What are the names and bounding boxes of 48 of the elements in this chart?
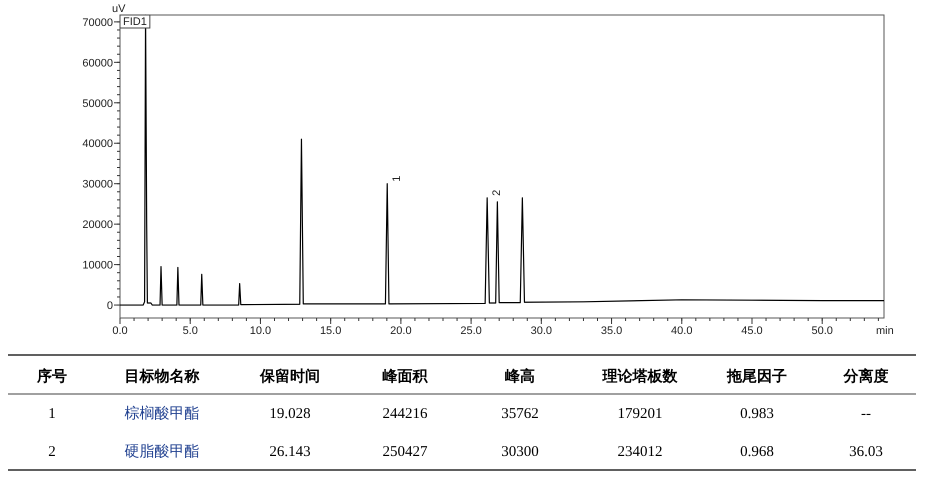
x-tick-label: 0.0 xyxy=(112,325,128,337)
text: 目标物名称 xyxy=(124,368,200,385)
text: 234012 xyxy=(618,444,662,460)
text: 1 xyxy=(48,406,56,422)
y-axis-title: uV xyxy=(112,3,126,15)
x-tick-label: 50.0 xyxy=(811,325,833,337)
y-tick-label: 40000 xyxy=(82,138,113,150)
x-axis-title: min xyxy=(876,325,894,337)
y-tick-label: 20000 xyxy=(82,219,113,232)
x-tick-label: 15.0 xyxy=(320,325,342,337)
text: 硬脂酸甲酯 xyxy=(124,443,200,460)
text: 250427 xyxy=(382,444,428,460)
text: 保留时间 xyxy=(259,368,320,385)
text: -- xyxy=(861,406,871,422)
y-tick-label: 70000 xyxy=(82,16,113,29)
x-tick-label: 20.0 xyxy=(390,325,412,337)
text: 分离度 xyxy=(842,367,888,385)
text: 244216 xyxy=(382,406,428,422)
text: 30300 xyxy=(501,444,539,460)
y-tick-label: 50000 xyxy=(82,98,113,110)
text: 2 xyxy=(48,444,56,460)
y-tick-label: 30000 xyxy=(82,178,113,191)
text: 理论塔板数 xyxy=(602,368,678,385)
x-tick-label: 5.0 xyxy=(182,325,198,337)
text: 0.968 xyxy=(740,444,774,460)
annotation: 2 xyxy=(491,190,504,196)
text: 26.143 xyxy=(269,444,311,460)
text: 拖尾因子 xyxy=(726,368,787,385)
annotation: FID1 xyxy=(123,16,147,28)
y-tick-label: 60000 xyxy=(82,57,113,70)
x-tick-label: 10.0 xyxy=(250,325,272,337)
x-tick-label: 30.0 xyxy=(530,325,552,337)
text: 35762 xyxy=(501,406,539,422)
text: 棕榈酸甲酯 xyxy=(124,405,200,422)
text: 0.983 xyxy=(740,406,774,422)
text: 峰面积 xyxy=(382,368,428,385)
text: 19.028 xyxy=(269,406,311,422)
x-tick-label: 25.0 xyxy=(460,325,482,337)
x-tick-label: 45.0 xyxy=(741,325,763,337)
text: 峰高 xyxy=(505,367,535,385)
y-tick-label: 10000 xyxy=(82,260,113,272)
text: 序号 xyxy=(36,367,67,385)
y-tick-label: 0 xyxy=(106,300,113,312)
text: 179201 xyxy=(618,406,662,422)
annotation: 1 xyxy=(391,176,404,182)
text: 36.03 xyxy=(849,444,883,460)
x-tick-label: 40.0 xyxy=(671,325,692,337)
x-tick-label: 35.0 xyxy=(600,325,622,337)
